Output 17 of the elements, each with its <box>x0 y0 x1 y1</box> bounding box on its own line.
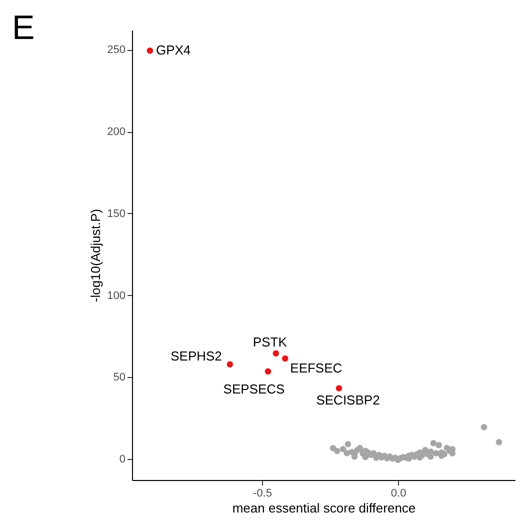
annotation: GPX4 <box>156 42 191 58</box>
annotation: EEFSEC <box>290 360 342 376</box>
y-tick-label: 200 <box>107 126 126 138</box>
annotation: SECISBP2 <box>316 392 380 408</box>
x-axis-title: mean essential score difference <box>232 500 416 516</box>
y-tick-label: 250 <box>107 44 126 56</box>
y-tick-label: 50 <box>113 372 126 384</box>
y-tick-label: 100 <box>107 290 126 302</box>
x-tick-label: 0.0 <box>390 488 406 500</box>
annotation: SEPHS2 <box>170 348 222 364</box>
y-axis-title: -log10(Adjust.P) <box>88 208 104 302</box>
annotation: SEPSECS <box>223 381 286 396</box>
y-tick-label: 0 <box>119 454 126 466</box>
y-tick-label: 150 <box>107 208 126 220</box>
chart-title: E <box>12 9 35 47</box>
annotation: PSTK <box>252 334 288 350</box>
x-tick-label: -0.5 <box>253 488 272 500</box>
